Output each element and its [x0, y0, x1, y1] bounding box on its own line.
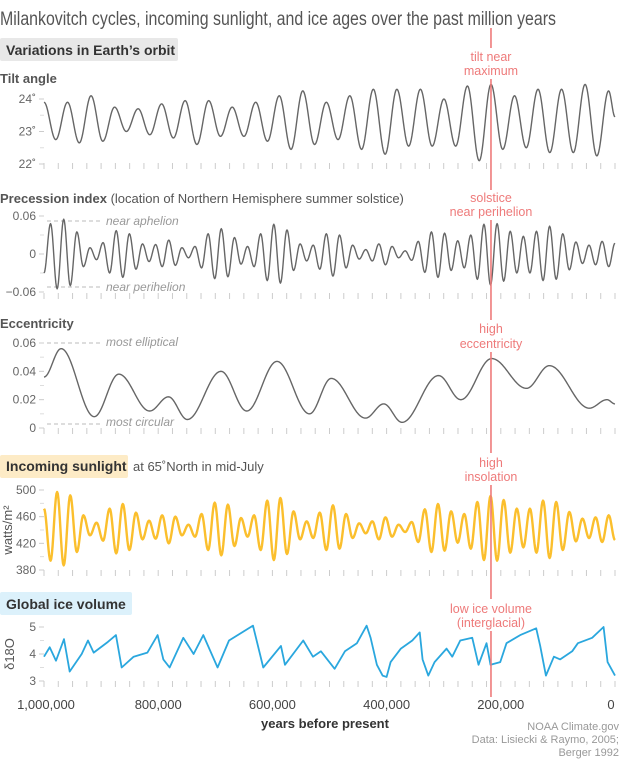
ice-y-tick-label: 4 [29, 647, 36, 661]
eccentricity-panel-title: Eccentricity [0, 316, 74, 331]
tilt-panel-title: Tilt angle [0, 71, 57, 86]
chart-panels: 24˚23˚22˚0.060−0.060.060.040.02050046042… [0, 83, 616, 688]
sunlight-y-tick-label: 500 [16, 483, 36, 497]
annotation-ice-line2: (interglacial) [457, 616, 525, 630]
precession-guides: near aphelion near perihelion [47, 214, 186, 294]
x-tick-label: 1,000,000 [17, 697, 75, 712]
x-axis-label: years before present [261, 716, 390, 731]
tilt-y-tick-label: 23˚ [19, 125, 36, 139]
eccentricity-y-tick-label: 0.06 [13, 336, 37, 350]
eccentricity-series-line [43, 347, 616, 424]
ice-section-badge [0, 592, 132, 615]
precession-title-note: (location of Northern Hemisphere summer … [107, 191, 404, 206]
credit-line-1: NOAA Climate.gov [527, 721, 619, 733]
sunlight-section-badge [0, 455, 128, 478]
precession-panel-title: Precession index (location of Northern H… [0, 191, 404, 206]
most-circular-label: most circular [106, 415, 175, 429]
annotation-eccentricity-line2: eccentricity [460, 337, 523, 351]
chart-title: Milankovitch cycles, incoming sunlight, … [0, 9, 556, 30]
ice-section-title: Global ice volume [6, 596, 126, 612]
x-tick-label: 400,000 [363, 697, 410, 712]
sunlight-y-axis-label: watts/m² [0, 505, 15, 556]
eccentricity-panel: 0.06 0.04 0.02 0 [13, 336, 616, 435]
ice-y-tick-label: 5 [29, 620, 36, 634]
annotation-tilt-line2: maximum [464, 64, 518, 78]
precession-series-line [43, 218, 616, 290]
sunlight-series-line [42, 490, 616, 567]
sunlight-y-tick-label: 380 [16, 563, 36, 577]
annotation-eccentricity-line1: high [479, 322, 503, 336]
orbit-section-badge [0, 38, 178, 61]
credit-line-2: Data: Lisiecki & Raymo, 2005; [472, 734, 619, 746]
near-perihelion-label: near perihelion [106, 280, 186, 294]
eccentricity-guides: most elliptical most circular [47, 335, 178, 429]
eccentricity-y-tick-label: 0 [29, 421, 36, 435]
x-tick-label: 800,000 [135, 697, 182, 712]
annotation-precession-line2: near perihelion [450, 205, 533, 219]
sunlight-section-title: Incoming sunlight [6, 458, 127, 474]
eccentricity-y-tick-label: 0.04 [13, 364, 37, 378]
sunlight-y-tick-label: 460 [16, 510, 36, 524]
ice-panel: 5 4 3 δ18O [2, 620, 616, 688]
sunlight-y-tick-label: 420 [16, 536, 36, 550]
tilt-series-line [43, 83, 616, 162]
annotation-sunlight-line1: high [479, 456, 503, 470]
annotation-tilt-line1: tilt near [470, 50, 511, 64]
x-axis: 1,000,000 800,000 600,000 400,000 200,000 0 [17, 697, 615, 712]
precession-y-tick-label: 0.06 [13, 209, 37, 223]
orbit-section-title: Variations in Earth’s orbit [6, 42, 175, 58]
credit-line-3: Berger 1992 [558, 747, 619, 759]
ice-y-axis-label: δ18O [2, 638, 17, 670]
tilt-y-tick-label: 24˚ [19, 92, 36, 106]
annotation-ice-line1: low ice volume [450, 602, 532, 616]
eccentricity-y-tick-label: 0.02 [13, 393, 37, 407]
x-tick-label: 0 [607, 697, 614, 712]
precession-title-bold: Precession index [0, 191, 108, 206]
annotation-precession-line1: solstice [470, 191, 512, 205]
tilt-panel: 24˚ 23˚ 22˚ [19, 83, 616, 171]
precession-y-tick-label: 0 [29, 247, 36, 261]
near-aphelion-label: near aphelion [106, 214, 179, 228]
ice-series-line [43, 624, 616, 678]
x-tick-label: 600,000 [249, 697, 296, 712]
ice-y-tick-label: 3 [29, 674, 36, 688]
tilt-y-tick-label: 22˚ [19, 157, 36, 171]
sunlight-section-note: at 65˚North in mid-July [133, 459, 264, 474]
x-tick-label: 200,000 [477, 697, 524, 712]
precession-panel: 0.06 0 −0.06 [6, 209, 616, 299]
precession-y-tick-label: −0.06 [6, 285, 37, 299]
annotation-sunlight-line2: insolation [465, 470, 518, 484]
most-elliptical-label: most elliptical [106, 335, 178, 349]
annotation-group: tilt near maximum solstice near periheli… [450, 28, 533, 697]
